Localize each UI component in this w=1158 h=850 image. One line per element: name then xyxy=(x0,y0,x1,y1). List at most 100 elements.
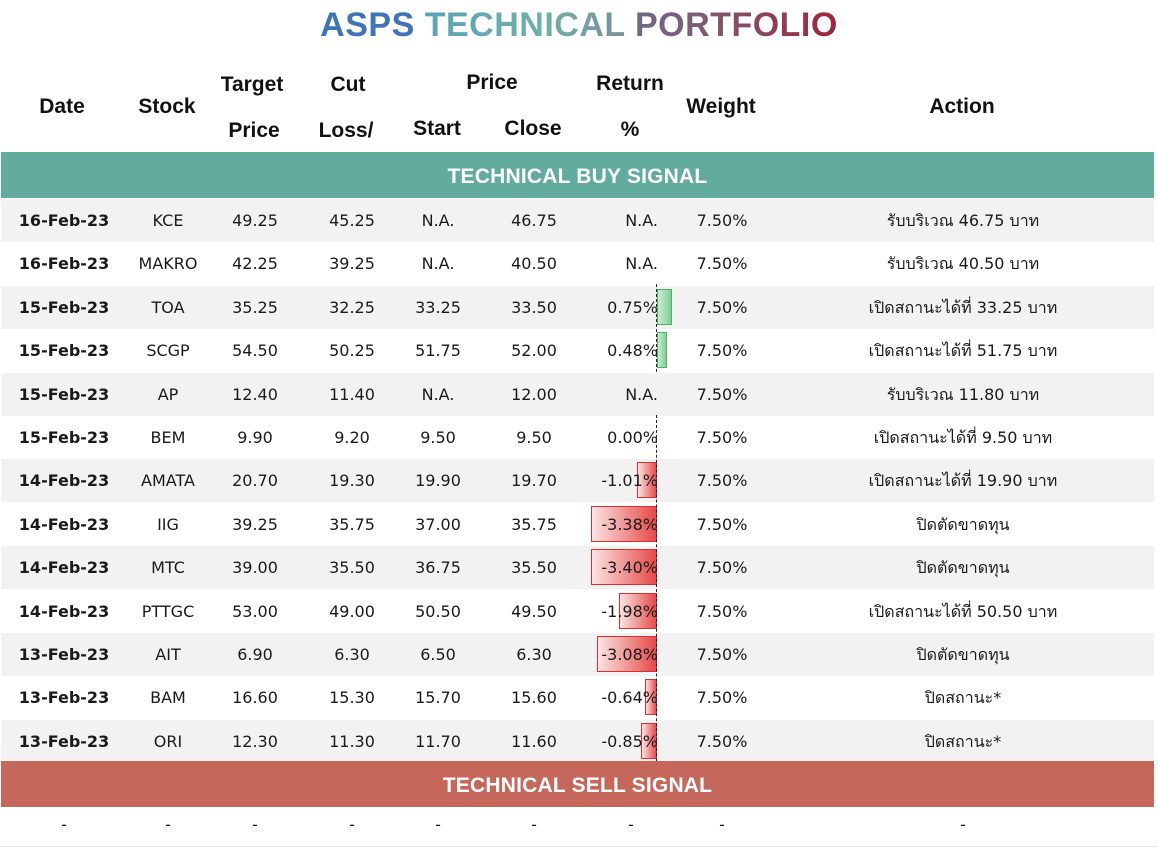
close-price-cell: 40.50 xyxy=(511,254,557,274)
close-price-cell: 19.70 xyxy=(511,471,557,491)
date-cell: 15-Feb-23 xyxy=(18,384,110,404)
header-return-line1: Return xyxy=(596,72,664,95)
return-cell: -3.38% xyxy=(601,514,658,534)
target-price-cell: 39.25 xyxy=(232,514,278,534)
action-cell: ปิดตัดขาดทุน xyxy=(916,558,1010,578)
target-price-cell: 12.30 xyxy=(232,731,278,751)
target-price-cell: 20.70 xyxy=(232,471,278,491)
cut-loss-cell: 35.50 xyxy=(329,558,375,578)
sell-stock-cell: - xyxy=(165,815,171,834)
stock-cell: ORI xyxy=(153,731,183,751)
return-cell: -3.40% xyxy=(601,558,658,578)
return-bar xyxy=(657,288,672,325)
return-cell: -3.08% xyxy=(601,645,658,664)
close-price-cell: 11.60 xyxy=(511,731,557,751)
stock-cell: TOA xyxy=(151,297,185,317)
return-cell: -0.64% xyxy=(601,688,658,708)
close-price-cell: 33.50 xyxy=(511,297,557,317)
return-cell: N.A. xyxy=(625,254,658,274)
sell-cut-cell: - xyxy=(349,815,355,834)
action-cell: เปิดสถานะได้ที่ 51.75 บาท xyxy=(868,341,1058,361)
stock-cell: AMATA xyxy=(141,471,195,491)
cut-loss-cell: 45.25 xyxy=(329,211,375,230)
cut-loss-cell: 11.30 xyxy=(329,731,375,751)
start-price-cell: 6.50 xyxy=(420,645,456,664)
weight-cell: 7.50% xyxy=(696,601,748,621)
date-cell: 15-Feb-23 xyxy=(18,428,110,447)
weight-cell: 7.50% xyxy=(696,297,748,317)
date-cell: 13-Feb-23 xyxy=(18,688,110,708)
action-cell: รับบริเวณ 46.75 บาท xyxy=(886,211,1040,230)
sell-ret-cell: - xyxy=(628,815,634,834)
cut-loss-cell: 49.00 xyxy=(329,601,375,621)
return-cell: -1.98% xyxy=(601,601,658,621)
stock-cell: BEM xyxy=(150,428,186,447)
date-cell: 14-Feb-23 xyxy=(18,601,110,621)
date-cell: 13-Feb-23 xyxy=(18,731,110,751)
date-cell: 16-Feb-23 xyxy=(18,211,110,230)
bottom-divider xyxy=(0,846,1158,847)
start-price-cell: 33.25 xyxy=(415,297,461,317)
target-price-cell: 42.25 xyxy=(232,254,278,274)
stock-cell: BAM xyxy=(150,688,186,708)
title-word-asps: ASPS xyxy=(320,6,415,44)
close-price-cell: 49.50 xyxy=(511,601,557,621)
return-bar xyxy=(657,332,667,369)
weight-cell: 7.50% xyxy=(696,341,748,361)
close-price-cell: 12.00 xyxy=(511,384,557,404)
sell-close-cell: - xyxy=(531,815,537,834)
return-cell: N.A. xyxy=(625,211,658,230)
return-cell: -1.01% xyxy=(601,471,658,491)
table-row: 13-Feb-23 ORI 12.30 11.30 11.70 11.60 7.50% ปิด… xyxy=(1,719,1154,763)
date-cell: 14-Feb-23 xyxy=(18,514,110,534)
weight-cell: 7.50% xyxy=(696,558,748,578)
action-cell: ปิดตัดขาดทุน xyxy=(916,514,1010,534)
weight-cell: 7.50% xyxy=(696,731,748,751)
header-start: Start xyxy=(413,117,461,140)
date-cell: 16-Feb-23 xyxy=(18,254,110,274)
sell-action-cell: - xyxy=(960,815,966,834)
start-price-cell: 37.00 xyxy=(415,514,461,534)
sell-date-cell: - xyxy=(61,815,67,834)
target-price-cell: 9.90 xyxy=(237,428,273,447)
stock-cell: MTC xyxy=(151,558,185,578)
stock-cell: AIT xyxy=(155,645,181,664)
close-price-cell: 15.60 xyxy=(511,688,557,708)
table-row: 16-Feb-23 KCE 49.25 45.25 N.A. 46.75 7.50% รับบ… xyxy=(1,199,1154,242)
close-price-cell: 35.75 xyxy=(511,514,557,534)
weight-cell: 7.50% xyxy=(696,688,748,708)
header-target-line1: Target xyxy=(220,73,284,96)
return-cell: 0.48% xyxy=(607,341,658,361)
close-price-cell: 9.50 xyxy=(516,428,552,447)
cut-loss-cell: 11.40 xyxy=(329,384,375,404)
target-price-cell: 6.90 xyxy=(237,645,273,664)
start-price-cell: 36.75 xyxy=(415,558,461,578)
sell-target-cell: - xyxy=(252,815,258,834)
cut-loss-cell: 9.20 xyxy=(334,428,370,447)
target-price-cell: 16.60 xyxy=(232,688,278,708)
target-price-cell: 49.25 xyxy=(232,211,278,230)
table-row: 14-Feb-23 IIG 39.25 35.75 37.00 35.75 7.50% ปิด… xyxy=(1,503,1154,546)
header-action: Action xyxy=(929,95,995,118)
table-row: 15-Feb-23 TOA 35.25 32.25 33.25 33.50 7.50% เปิ… xyxy=(1,285,1154,329)
date-cell: 15-Feb-23 xyxy=(18,341,110,361)
action-cell: เปิดสถานะได้ที่ 9.50 บาท xyxy=(873,428,1053,447)
date-cell: 14-Feb-23 xyxy=(18,558,110,578)
sell-start-cell: - xyxy=(435,815,441,834)
return-bar xyxy=(591,549,657,586)
cut-loss-cell: 15.30 xyxy=(329,688,375,708)
cut-loss-cell: 39.25 xyxy=(329,254,375,274)
weight-cell: 7.50% xyxy=(696,471,748,491)
return-bar xyxy=(591,505,657,542)
stock-cell: AP xyxy=(157,384,179,404)
table-row: 15-Feb-23 SCGP 54.50 50.25 51.75 52.00 7.50% เป… xyxy=(1,329,1154,372)
table-row: 15-Feb-23 BEM 9.90 9.20 9.50 9.50 7.50% เปิดสถา… xyxy=(1,416,1154,459)
action-cell: เปิดสถานะได้ที่ 33.25 บาท xyxy=(868,297,1058,317)
stock-cell: IIG xyxy=(157,514,179,534)
table-row: 13-Feb-23 AIT 6.90 6.30 6.50 6.30 7.50% ปิดตัดข… xyxy=(1,633,1154,676)
action-cell: เปิดสถานะได้ที่ 50.50 บาท xyxy=(868,601,1058,621)
close-price-cell: 46.75 xyxy=(511,211,557,230)
cut-loss-cell: 32.25 xyxy=(329,297,375,317)
date-cell: 13-Feb-23 xyxy=(18,645,110,664)
sell-table-row: --------- xyxy=(1,806,1154,846)
